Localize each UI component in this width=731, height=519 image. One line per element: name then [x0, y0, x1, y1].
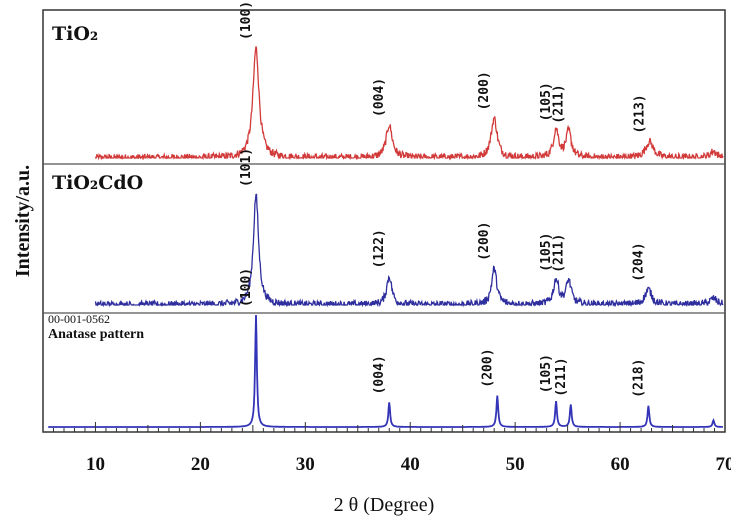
peak-label-tio2-3: (105) [539, 82, 554, 121]
peak-label-tio2cdo-4: (211) [552, 234, 567, 273]
panel-title-tio2: TiO₂ [52, 23, 98, 45]
x-tick-label-10: 10 [86, 454, 105, 475]
peak-label-tio2cdo-5: (204) [631, 242, 646, 281]
series-line-tio2cdo [94, 193, 724, 308]
peak-label-tio2-4: (211) [552, 84, 567, 123]
peak-label-tio2-2: (200) [477, 71, 492, 110]
x-tick-label-20: 20 [191, 454, 210, 475]
y-axis-title: Intensity/a.u. [12, 165, 34, 277]
series-line-tio2 [94, 46, 724, 161]
x-tick-label-60: 60 [611, 454, 630, 475]
peak-label-anatase-4: (211) [554, 357, 569, 396]
peak-label-tio2-0: (100) [239, 1, 254, 40]
peak-label-anatase-0: (100) [239, 268, 254, 307]
peak-label-tio2-5: (213) [633, 94, 648, 133]
series-line-anatase [48, 314, 723, 428]
x-axis-title: 2 θ (Degree) [334, 494, 435, 516]
panel-title-tio2cdo: TiO₂CdO [52, 172, 143, 194]
x-tick-label-50: 50 [506, 454, 525, 475]
peak-label-anatase-2: (200) [480, 348, 495, 387]
ref-code: 00-001-0562 [48, 312, 110, 326]
peak-label-anatase-5: (218) [631, 359, 646, 398]
x-tick-label-30: 30 [296, 454, 315, 475]
peak-label-anatase-1: (004) [372, 355, 387, 394]
peak-label-tio2cdo-0: (101) [239, 148, 254, 187]
peak-label-tio2cdo-1: (122) [372, 229, 387, 268]
x-tick-label-70: 70 [716, 454, 731, 475]
peak-label-anatase-3: (105) [539, 354, 554, 393]
x-tick-label-40: 40 [401, 454, 420, 475]
peak-label-tio2-1: (004) [372, 78, 387, 117]
plot-frame [42, 9, 726, 433]
peak-label-tio2cdo-2: (200) [477, 222, 492, 261]
ref-label: Anatase pattern [48, 327, 144, 342]
peak-label-tio2cdo-3: (105) [539, 233, 554, 272]
